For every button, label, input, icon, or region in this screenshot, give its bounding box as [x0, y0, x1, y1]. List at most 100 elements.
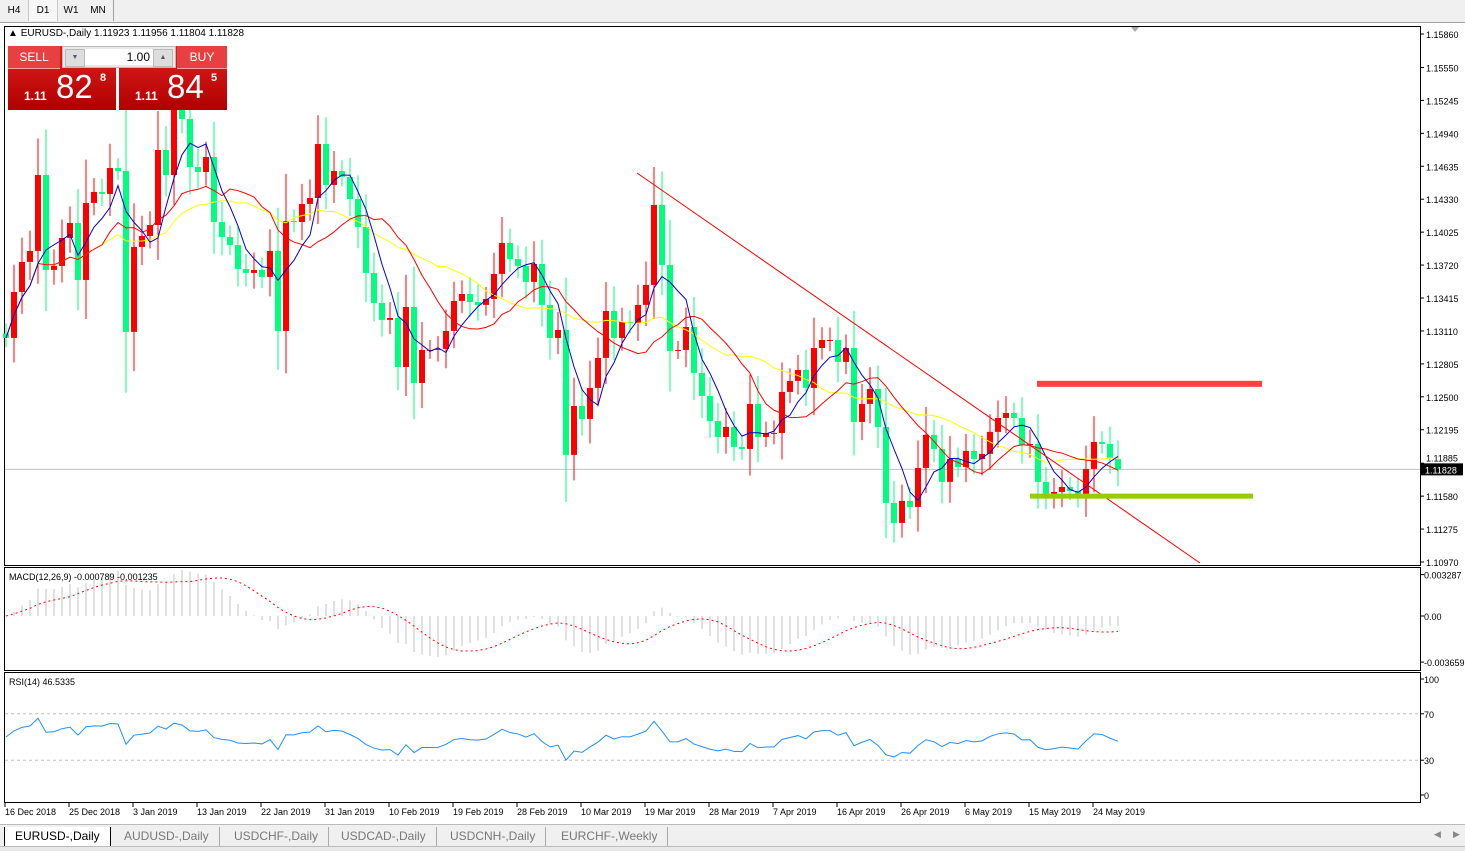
bullish-candle — [531, 263, 537, 282]
ma-fast-line — [5, 142, 1119, 502]
macd-axis-label: 0.00 — [1424, 612, 1442, 622]
date-tick-label: 24 May 2019 — [1093, 807, 1145, 817]
bullish-candle — [59, 237, 65, 266]
bullish-candle — [483, 298, 489, 305]
bearish-candle — [667, 264, 673, 351]
date-tick-label: 25 Dec 2018 — [69, 807, 120, 817]
bearish-candle — [347, 176, 353, 199]
tab-eurchf-weekly[interactable]: EURCHF-,Weekly — [551, 827, 669, 846]
timeframe-w1[interactable]: W1 — [63, 5, 79, 16]
bearish-candle — [275, 250, 281, 331]
bullish-candle — [899, 500, 905, 523]
price-tick-label: 1.12805 — [1426, 360, 1459, 370]
bullish-candle — [571, 405, 577, 455]
timeframe-d1[interactable]: D1 — [28, 0, 58, 21]
timeframe-mn[interactable]: MN — [90, 5, 106, 16]
bullish-candle — [443, 330, 449, 349]
tab-usdchf-daily[interactable]: USDCHF-,Daily — [224, 827, 329, 846]
bullish-candle — [203, 156, 209, 172]
bearish-candle — [659, 204, 665, 265]
bearish-candle — [547, 304, 553, 338]
bullish-candle — [459, 294, 465, 301]
bullish-candle — [819, 340, 825, 348]
collapse-triangle-icon[interactable]: ▲ — [8, 28, 18, 39]
lot-decrease-arrow-icon[interactable]: ▼ — [65, 49, 85, 67]
bearish-candle — [163, 149, 169, 176]
tab-usdcnh-daily[interactable]: USDCNH-,Daily — [440, 827, 547, 846]
tab-eurusd-daily[interactable]: EURUSD-,Daily — [4, 827, 111, 847]
bearish-candle — [3, 333, 9, 338]
bullish-candle — [27, 250, 33, 262]
bullish-candle — [587, 387, 593, 419]
scroll-right-icon[interactable]: ▶ — [1453, 829, 1460, 839]
sell-price: 1.11 82 8 — [8, 68, 116, 110]
scroll-left-icon[interactable]: ◀ — [1434, 829, 1441, 839]
bearish-candle — [731, 426, 737, 447]
bearish-candle — [739, 446, 745, 449]
bearish-candle — [971, 450, 977, 459]
lot-size-input[interactable]: 1.00 — [85, 49, 153, 65]
price-tick-label: 1.15245 — [1426, 96, 1459, 106]
bullish-candle — [307, 198, 313, 204]
date-tick-label: 22 Jan 2019 — [261, 807, 311, 817]
tab-audusd-daily[interactable]: AUDUSD-,Daily — [114, 827, 220, 846]
bullish-candle — [947, 458, 953, 482]
bullish-candle — [603, 310, 609, 358]
bullish-candle — [763, 432, 769, 437]
price-tick-label: 1.13110 — [1426, 327, 1458, 337]
bullish-candle — [67, 222, 73, 238]
bullish-candle — [1059, 486, 1065, 492]
bearish-candle — [363, 226, 369, 273]
bearish-candle — [875, 388, 881, 427]
buy-price-sup: 5 — [211, 72, 218, 84]
bullish-candle — [995, 417, 1001, 432]
bearish-candle — [1099, 441, 1105, 444]
bullish-candle — [963, 450, 969, 467]
bullish-candle — [779, 391, 785, 433]
sell-label: SELL — [8, 46, 60, 69]
ohlc-open: 1.11923 — [94, 28, 130, 39]
bearish-candle — [371, 272, 377, 303]
bullish-candle — [595, 357, 601, 388]
lot-increase-arrow-icon[interactable]: ▲ — [153, 49, 173, 67]
bullish-candle — [403, 306, 409, 367]
ma-slow-line — [5, 200, 1119, 463]
date-tick-label: 28 Feb 2019 — [517, 807, 568, 817]
bearish-candle — [707, 395, 713, 421]
buy-price-prefix: 1.11 — [135, 89, 158, 103]
bearish-candle — [179, 104, 185, 119]
price-tick-label: 1.11580 — [1426, 492, 1458, 502]
bearish-candle — [523, 265, 529, 282]
buy-price: 1.11 84 5 — [119, 68, 227, 110]
chart-tabs: EURUSD-,Daily AUDUSD-,Daily USDCHF-,Dail… — [0, 824, 1465, 847]
bullish-candle — [267, 250, 273, 277]
chart-canvas[interactable]: 1.15860 1.15550 1.15245 1.14940 1.14635 1.143… — [0, 22, 1465, 824]
bearish-candle — [579, 405, 585, 419]
bullish-candle — [867, 388, 873, 404]
date-tick-label: 26 Apr 2019 — [901, 807, 950, 817]
date-tick-label: 10 Feb 2019 — [389, 807, 440, 817]
date-tick-label: 16 Dec 2018 — [5, 807, 56, 817]
date-tick-label: 3 Jan 2019 — [133, 807, 178, 817]
rsi-axis-label: 0 — [1424, 791, 1429, 801]
bullish-candle — [987, 431, 993, 454]
bullish-candle — [1091, 441, 1097, 469]
bullish-candle — [35, 175, 41, 251]
timeframe-h4[interactable]: H4 — [7, 5, 21, 16]
main-chart-frame — [4, 26, 1421, 566]
price-tick-label: 1.15550 — [1426, 63, 1459, 73]
tab-usdcad-daily[interactable]: USDCAD-,Daily — [331, 827, 437, 846]
bearish-candle — [891, 502, 897, 523]
date-tick-label: 7 Apr 2019 — [773, 807, 817, 817]
bearish-candle — [883, 426, 889, 503]
price-tick-label: 1.14330 — [1426, 195, 1459, 205]
bearish-candle — [1019, 417, 1025, 445]
one-click-trading-panel: SELL 1.11 82 8 BUY 1.11 84 5 ▼ 1.00 ▲ — [8, 46, 227, 110]
status-strip — [0, 846, 1465, 851]
bearish-candle — [395, 317, 401, 367]
bullish-candle — [19, 261, 25, 292]
bearish-candle — [123, 171, 129, 332]
date-tick-label: 19 Mar 2019 — [645, 807, 696, 817]
bearish-candle — [627, 321, 633, 323]
date-tick-label: 31 Jan 2019 — [325, 807, 375, 817]
